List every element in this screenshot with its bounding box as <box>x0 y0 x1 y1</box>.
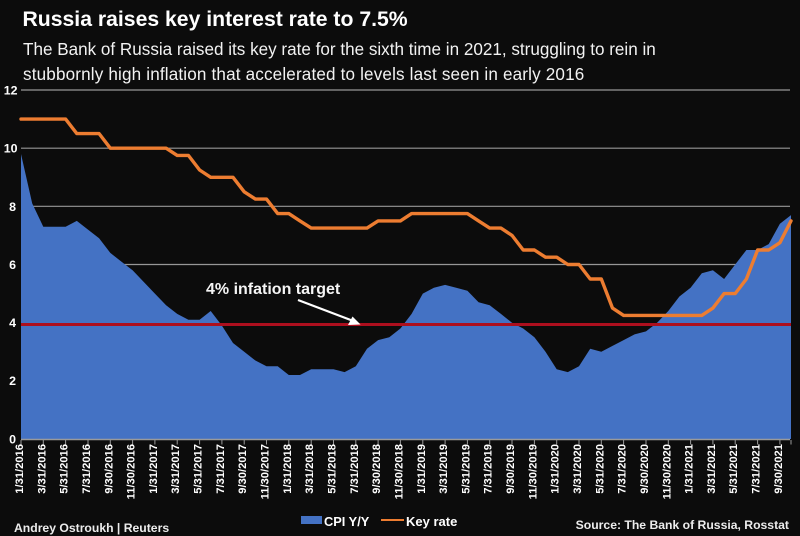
svg-text:3/31/2016: 3/31/2016 <box>36 444 48 494</box>
svg-text:9/30/2019: 9/30/2019 <box>505 444 517 494</box>
svg-text:1/31/2018: 1/31/2018 <box>282 444 294 494</box>
svg-text:1/31/2016: 1/31/2016 <box>14 444 26 494</box>
svg-text:1/31/2020: 1/31/2020 <box>550 444 562 494</box>
svg-text:11/30/2018: 11/30/2018 <box>393 444 405 499</box>
svg-text:2: 2 <box>9 374 16 388</box>
svg-text:8: 8 <box>9 200 16 214</box>
svg-text:3/31/2018: 3/31/2018 <box>304 444 316 494</box>
svg-text:1/31/2021: 1/31/2021 <box>684 444 696 494</box>
svg-text:7/31/2018: 7/31/2018 <box>349 444 361 494</box>
svg-text:1/31/2019: 1/31/2019 <box>416 444 428 494</box>
svg-text:11/30/2017: 11/30/2017 <box>260 444 272 499</box>
svg-text:11/30/2020: 11/30/2020 <box>661 444 673 499</box>
svg-text:7/31/2020: 7/31/2020 <box>617 444 629 494</box>
svg-text:3/31/2021: 3/31/2021 <box>706 444 718 494</box>
svg-text:7/31/2019: 7/31/2019 <box>483 444 495 494</box>
svg-text:9/30/2018: 9/30/2018 <box>371 444 383 494</box>
svg-text:7/31/2021: 7/31/2021 <box>751 444 763 494</box>
svg-text:11/30/2016: 11/30/2016 <box>126 444 138 499</box>
svg-text:9/30/2016: 9/30/2016 <box>103 444 115 494</box>
svg-text:3/31/2020: 3/31/2020 <box>572 444 584 494</box>
svg-text:12: 12 <box>4 84 18 98</box>
svg-text:9/30/2021: 9/30/2021 <box>773 444 785 494</box>
svg-text:3/31/2019: 3/31/2019 <box>438 444 450 494</box>
svg-text:7/31/2017: 7/31/2017 <box>215 444 227 494</box>
svg-text:1/31/2017: 1/31/2017 <box>148 444 160 494</box>
svg-text:5/31/2016: 5/31/2016 <box>59 444 71 494</box>
svg-text:5/31/2021: 5/31/2021 <box>728 444 740 494</box>
svg-text:6: 6 <box>9 258 16 272</box>
svg-text:9/30/2020: 9/30/2020 <box>639 444 651 494</box>
svg-text:10: 10 <box>4 142 18 156</box>
svg-text:5/31/2017: 5/31/2017 <box>193 444 205 494</box>
svg-text:11/30/2019: 11/30/2019 <box>527 444 539 499</box>
svg-text:7/31/2016: 7/31/2016 <box>81 444 93 494</box>
svg-text:3/31/2017: 3/31/2017 <box>170 444 182 494</box>
svg-text:5/31/2018: 5/31/2018 <box>327 444 339 494</box>
svg-text:9/30/2017: 9/30/2017 <box>237 444 249 494</box>
svg-text:4: 4 <box>9 316 16 330</box>
svg-text:5/31/2019: 5/31/2019 <box>460 444 472 494</box>
svg-text:5/31/2020: 5/31/2020 <box>594 444 606 494</box>
svg-text:0: 0 <box>9 433 16 447</box>
